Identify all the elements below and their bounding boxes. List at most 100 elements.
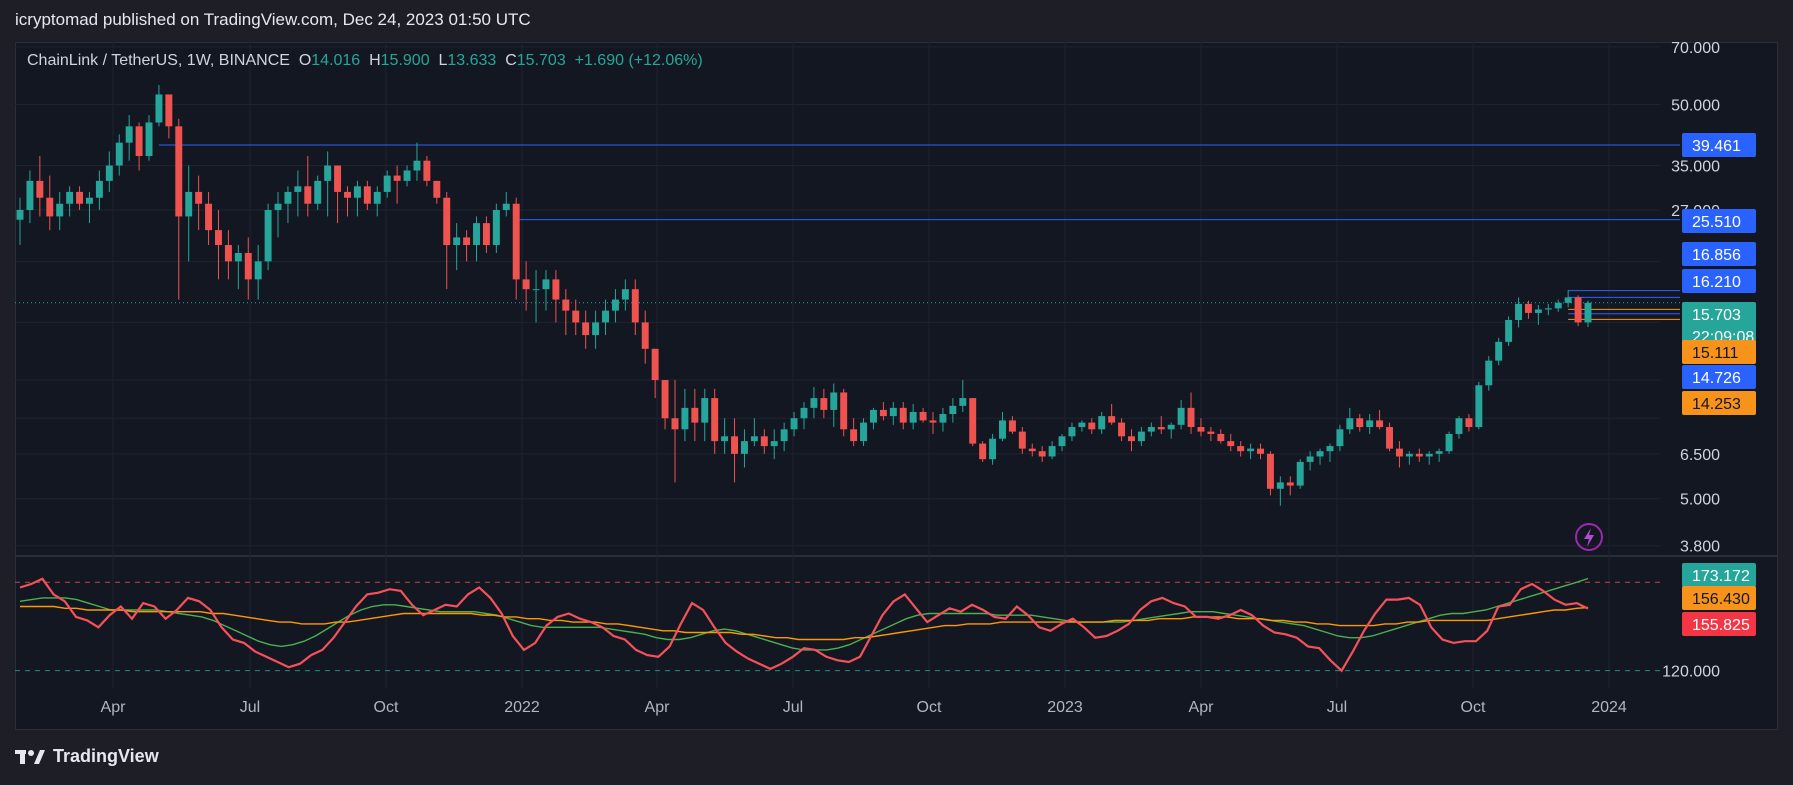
y-tick-label: 6.500 bbox=[1680, 447, 1720, 464]
x-tick-label: Apr bbox=[645, 699, 671, 716]
x-tick-label: 2022 bbox=[504, 699, 540, 716]
candle-body bbox=[1147, 427, 1155, 432]
candle-body bbox=[721, 436, 729, 442]
candle-body bbox=[1038, 451, 1046, 457]
candle-body bbox=[1088, 422, 1096, 430]
candle-body bbox=[552, 279, 560, 300]
rsi-series-line bbox=[19, 577, 1589, 651]
candle-body bbox=[969, 398, 977, 444]
candle-body bbox=[482, 223, 490, 246]
price-tag-label: 15.111 bbox=[1692, 345, 1739, 362]
candle-body bbox=[334, 165, 342, 192]
candle-body bbox=[76, 191, 84, 204]
candle-body bbox=[26, 180, 34, 210]
candle-body bbox=[115, 142, 123, 166]
x-tick-label: Oct bbox=[374, 699, 399, 716]
candle-body bbox=[1564, 297, 1572, 303]
price-tag-label: 14.726 bbox=[1692, 370, 1741, 387]
candle-body bbox=[234, 252, 242, 262]
candle-body bbox=[16, 209, 24, 220]
price-tag bbox=[1682, 209, 1756, 233]
candle-body bbox=[1495, 341, 1503, 361]
chart-frame[interactable] bbox=[15, 42, 1778, 730]
candle-body bbox=[909, 411, 917, 423]
rsi-value-tag bbox=[1682, 586, 1756, 610]
rsi-series-line bbox=[19, 577, 1589, 673]
candle-body bbox=[631, 289, 639, 323]
candle-body bbox=[264, 209, 272, 262]
candle-body bbox=[879, 409, 887, 417]
price-tag-label: 39.461 bbox=[1692, 138, 1741, 155]
candle-body bbox=[1227, 441, 1235, 447]
candle-body bbox=[1356, 418, 1364, 428]
candle-body bbox=[1128, 436, 1135, 442]
candle-body bbox=[572, 310, 580, 323]
candle-body bbox=[1524, 303, 1532, 313]
candle-body bbox=[224, 245, 232, 262]
candle-body bbox=[463, 237, 471, 246]
candle-body bbox=[46, 197, 54, 217]
high-value: 15.900 bbox=[380, 52, 430, 69]
candle-body bbox=[1395, 448, 1403, 457]
candle-body bbox=[512, 203, 520, 280]
candle-body bbox=[473, 223, 480, 246]
candle-body bbox=[1455, 418, 1463, 434]
open-value: 14.016 bbox=[311, 52, 361, 69]
candle-body bbox=[1534, 309, 1542, 313]
candle-body bbox=[344, 191, 351, 198]
candle-body bbox=[393, 175, 401, 181]
candle-body bbox=[1306, 456, 1314, 462]
candle-body bbox=[1257, 448, 1264, 454]
price-tag bbox=[1682, 302, 1756, 352]
price-tag bbox=[1682, 365, 1756, 389]
candle-body bbox=[1554, 302, 1562, 309]
candle-body bbox=[175, 126, 183, 217]
candle-body bbox=[1336, 429, 1344, 447]
rsi-value-tag bbox=[1682, 612, 1756, 636]
lightning-icon bbox=[1584, 528, 1594, 547]
candle-body bbox=[155, 94, 163, 123]
y-tick-label: 50.000 bbox=[1671, 97, 1720, 114]
price-tag-label: 16.856 bbox=[1692, 247, 1741, 264]
candle-body bbox=[750, 436, 758, 442]
price-tag-label: 25.510 bbox=[1692, 214, 1741, 231]
candle-body bbox=[1386, 427, 1393, 449]
candle-body bbox=[929, 420, 937, 423]
rsi-value-tag-label: 155.825 bbox=[1692, 617, 1750, 634]
candle-body bbox=[1187, 407, 1195, 428]
candle-body bbox=[403, 170, 411, 181]
candle-body bbox=[1137, 431, 1145, 442]
candle-body bbox=[1118, 422, 1126, 437]
high-label: H bbox=[369, 52, 381, 69]
x-tick-label: Jul bbox=[1327, 699, 1347, 716]
x-tick-label: Apr bbox=[1189, 699, 1215, 716]
candle-body bbox=[502, 203, 510, 210]
candle-body bbox=[691, 407, 699, 423]
candle-body bbox=[1326, 446, 1334, 452]
candle-body bbox=[373, 191, 381, 204]
tradingview-logo[interactable]: TradingView bbox=[15, 746, 159, 767]
candle-body bbox=[1068, 427, 1076, 437]
rsi-value-tag-label: 156.430 bbox=[1692, 591, 1750, 608]
candle-body bbox=[433, 180, 441, 198]
x-tick-label: 2023 bbox=[1047, 699, 1083, 716]
candle-body bbox=[423, 160, 431, 181]
candle-body bbox=[532, 289, 540, 291]
candle-body bbox=[254, 261, 262, 280]
candle-body bbox=[1197, 427, 1205, 432]
candle-body bbox=[195, 191, 203, 204]
alert-icon bbox=[1575, 523, 1603, 551]
candle-body bbox=[899, 407, 907, 423]
candle-body bbox=[304, 186, 312, 204]
published-line: icryptomad published on TradingView.com,… bbox=[15, 10, 531, 29]
candle-body bbox=[919, 411, 927, 421]
low-value: 13.633 bbox=[447, 52, 497, 69]
candle-body bbox=[314, 180, 322, 204]
candle-body bbox=[274, 203, 282, 210]
candle-body bbox=[869, 409, 877, 423]
candle-body bbox=[85, 197, 93, 204]
candle-body bbox=[939, 414, 947, 423]
price-tag bbox=[1682, 242, 1756, 266]
candle-body bbox=[1108, 416, 1116, 423]
